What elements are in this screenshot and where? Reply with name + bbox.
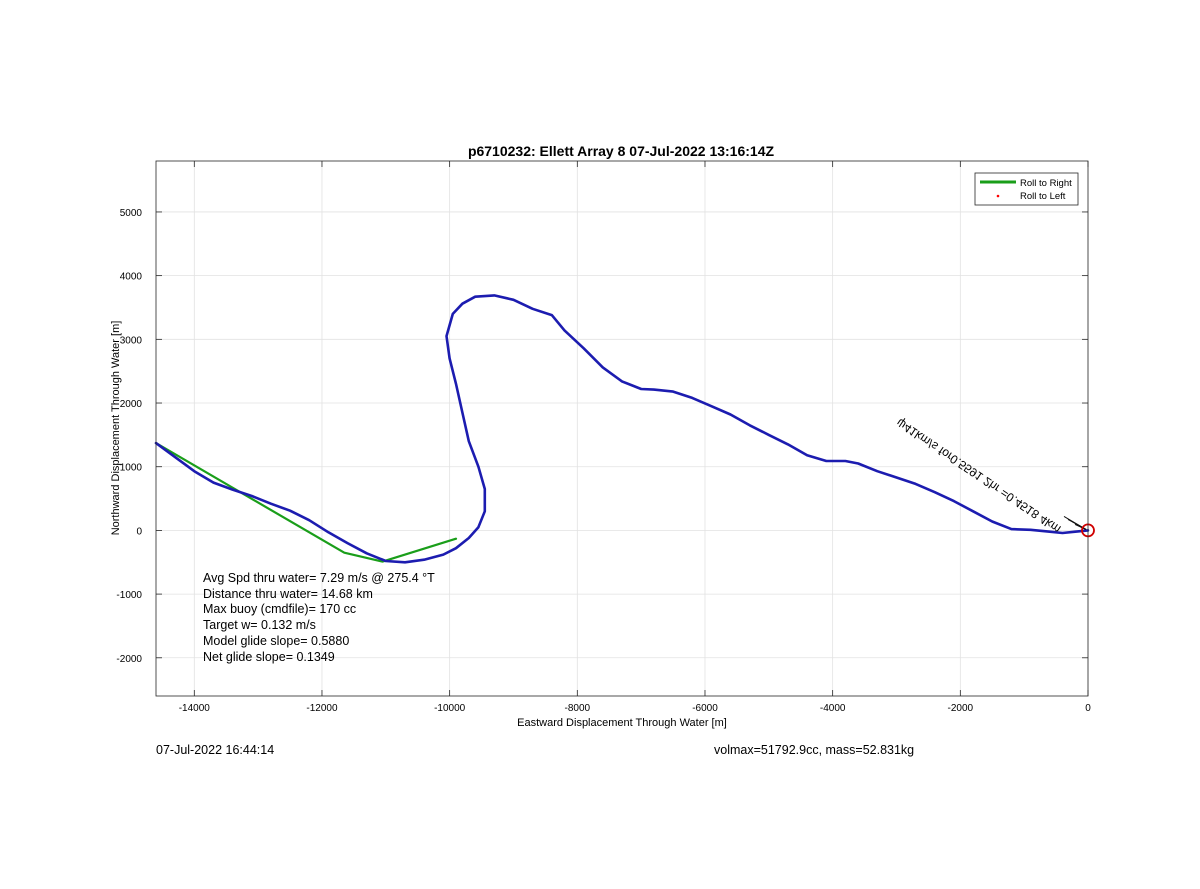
y-tick-label: -1000 [116, 590, 142, 601]
x-tick-label: 0 [1085, 703, 1091, 714]
stats-line-2: Distance thru water= 14.68 km [203, 587, 373, 601]
legend-swatch-roll-left [996, 194, 1000, 198]
x-tick-label: -14000 [179, 703, 211, 714]
stats-box: Avg Spd thru water= 7.29 m/s @ 275.4 °T … [203, 571, 435, 664]
y-tick-label: 5000 [120, 208, 143, 219]
legend-box [974, 172, 1079, 206]
roll-right-line [154, 442, 458, 563]
legend-label-roll-left: Roll to Left [1020, 191, 1066, 202]
y-tick-label: 4000 [120, 272, 143, 283]
footer-volmax-mass: volmax=51792.9cc, mass=52.831kg [714, 743, 915, 757]
y-axis-label: Northward Displacement Through Water [m] [110, 321, 122, 536]
stats-line-6: Net glide slope= 0.1349 [203, 650, 335, 664]
x-tick-label: -4000 [820, 703, 846, 714]
stats-line-3: Max buoy (cmdfile)= 170 cc [203, 602, 356, 616]
x-tick-label: -2000 [948, 703, 974, 714]
x-tick-label: -6000 [692, 703, 718, 714]
series-layer [154, 294, 1095, 564]
axis-ticks: -14000 -12000 -10000 -8000 -6000 -4000 -2000 0-… [116, 161, 1091, 714]
legend-label-roll-right: Roll to Right [1020, 178, 1072, 189]
stats-line-1: Avg Spd thru water= 7.29 m/s @ 275.4 °T [203, 571, 435, 585]
plot-frame [155, 160, 1089, 697]
y-tick-label: -2000 [116, 654, 142, 665]
y-tick-label: 1000 [120, 463, 143, 474]
stats-line-5: Model glide slope= 0.5880 [203, 634, 349, 648]
plot-area [156, 161, 1088, 696]
chart-title: p6710232: Ellett Array 8 07-Jul-2022 13:… [468, 143, 775, 159]
y-tick-label: 2000 [120, 399, 143, 410]
stats-line-4: Target w= 0.132 m/s [203, 618, 316, 632]
x-axis-label: Eastward Displacement Through Water [m] [517, 717, 727, 729]
x-tick-label: -8000 [565, 703, 591, 714]
y-tick-label: 0 [136, 526, 142, 537]
legend: Roll to Right Roll to Left [974, 172, 1079, 206]
footer-timestamp: 07-Jul-2022 16:44:14 [156, 743, 275, 757]
track-line [154, 294, 1090, 564]
y-tick-label: 3000 [120, 335, 143, 346]
x-tick-label: -10000 [434, 703, 466, 714]
x-tick-label: -12000 [306, 703, 338, 714]
